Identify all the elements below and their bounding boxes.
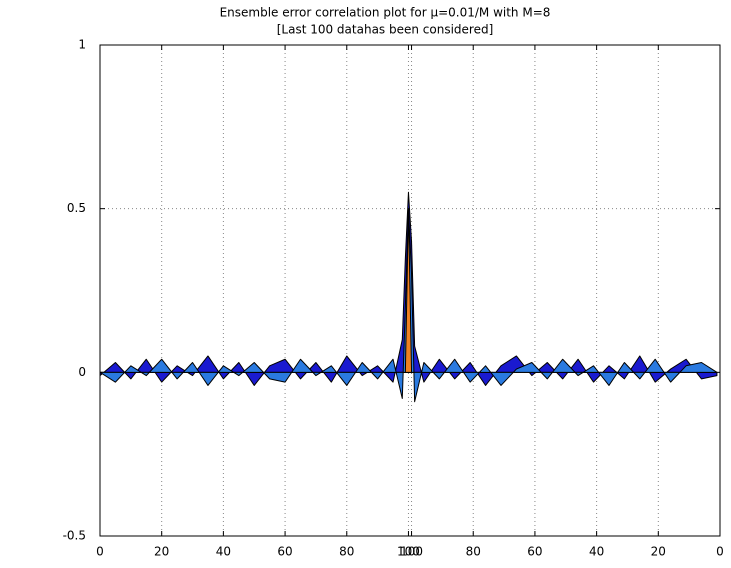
chart-title: Ensemble error correlation plot for μ=0.… bbox=[220, 6, 551, 20]
plot-frame bbox=[99, 44, 721, 537]
y-tick-label: 0 bbox=[78, 365, 86, 379]
x-tick-label: 60 bbox=[527, 545, 542, 559]
x-tick-label: 0 bbox=[716, 545, 724, 559]
x-tick-label: 20 bbox=[651, 545, 666, 559]
x-tick-label: 20 bbox=[154, 545, 169, 559]
x-tick-label: 0 bbox=[96, 545, 104, 559]
x-tick-label: 80 bbox=[339, 545, 354, 559]
y-tick-label: 0.5 bbox=[67, 201, 86, 215]
y-tick-label: -0.5 bbox=[63, 529, 86, 543]
x-tick-label: 100 bbox=[400, 545, 423, 559]
x-tick-label: 60 bbox=[277, 545, 292, 559]
chart-subtitle: [Last 100 datahas been considered] bbox=[277, 23, 494, 37]
x-tick-label: 100 bbox=[397, 545, 420, 559]
x-tick-label: 80 bbox=[466, 545, 481, 559]
area-series bbox=[404, 208, 413, 373]
x-tick-label: 40 bbox=[216, 545, 231, 559]
x-tick-label: 40 bbox=[589, 545, 604, 559]
y-tick-label: 1 bbox=[78, 38, 86, 52]
